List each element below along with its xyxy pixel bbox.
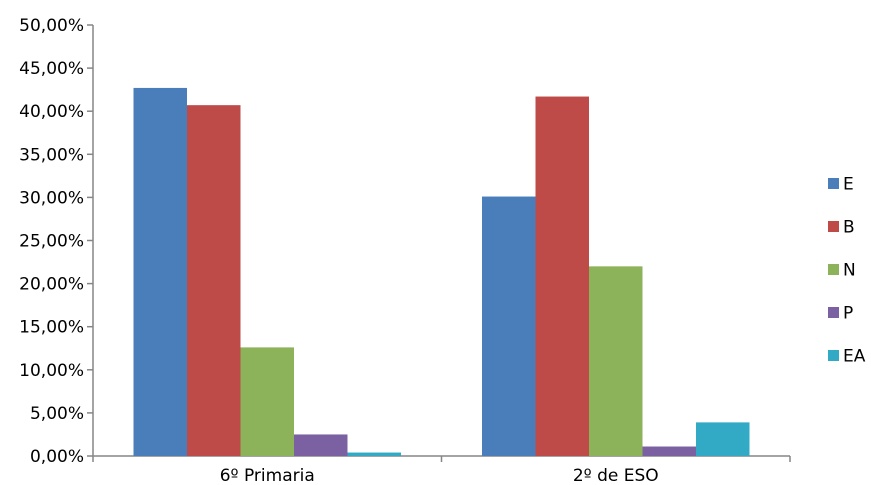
x-tick-label: 6º Primaria xyxy=(220,466,315,485)
y-tick-label: 10,00% xyxy=(19,361,84,381)
bar-ea xyxy=(696,422,750,456)
legend-swatch xyxy=(828,178,839,189)
legend-swatch xyxy=(828,350,839,361)
legend: E B N P EA xyxy=(828,175,866,367)
bar-ea xyxy=(347,452,401,456)
legend-label: N xyxy=(843,261,856,281)
bar-b xyxy=(535,96,589,457)
bar-e xyxy=(133,87,187,457)
x-axis: 6º Primaria 2º de ESO xyxy=(92,455,791,485)
y-axis: 0,00% 5,00% 10,00% 15,00% 20,00% 25,00% 30,00%… xyxy=(19,16,94,467)
y-tick-label: 30,00% xyxy=(19,188,84,208)
y-tick-label: 15,00% xyxy=(19,318,84,338)
bar-b xyxy=(187,105,241,456)
legend-swatch xyxy=(828,264,839,275)
legend-label: B xyxy=(843,218,855,238)
legend-label: E xyxy=(843,175,854,195)
x-tick-label: 2º de ESO xyxy=(573,466,659,485)
y-tick-label: 50,00% xyxy=(19,16,84,36)
y-tick-label: 35,00% xyxy=(19,145,84,165)
legend-label: P xyxy=(843,304,853,324)
bar-n xyxy=(240,347,294,456)
bar-n xyxy=(589,266,643,456)
bar-p xyxy=(642,446,696,456)
y-tick-label: 5,00% xyxy=(30,404,84,424)
legend-label: EA xyxy=(843,347,866,367)
bar-e xyxy=(482,196,536,456)
legend-swatch xyxy=(828,221,839,232)
y-tick-label: 0,00% xyxy=(30,447,84,467)
bars xyxy=(133,87,750,457)
y-tick-label: 20,00% xyxy=(19,275,84,295)
legend-swatch xyxy=(828,307,839,318)
y-tick-label: 25,00% xyxy=(19,232,84,252)
y-tick-label: 40,00% xyxy=(19,102,84,122)
bar-p xyxy=(294,434,348,456)
y-tick-label: 45,00% xyxy=(19,59,84,79)
